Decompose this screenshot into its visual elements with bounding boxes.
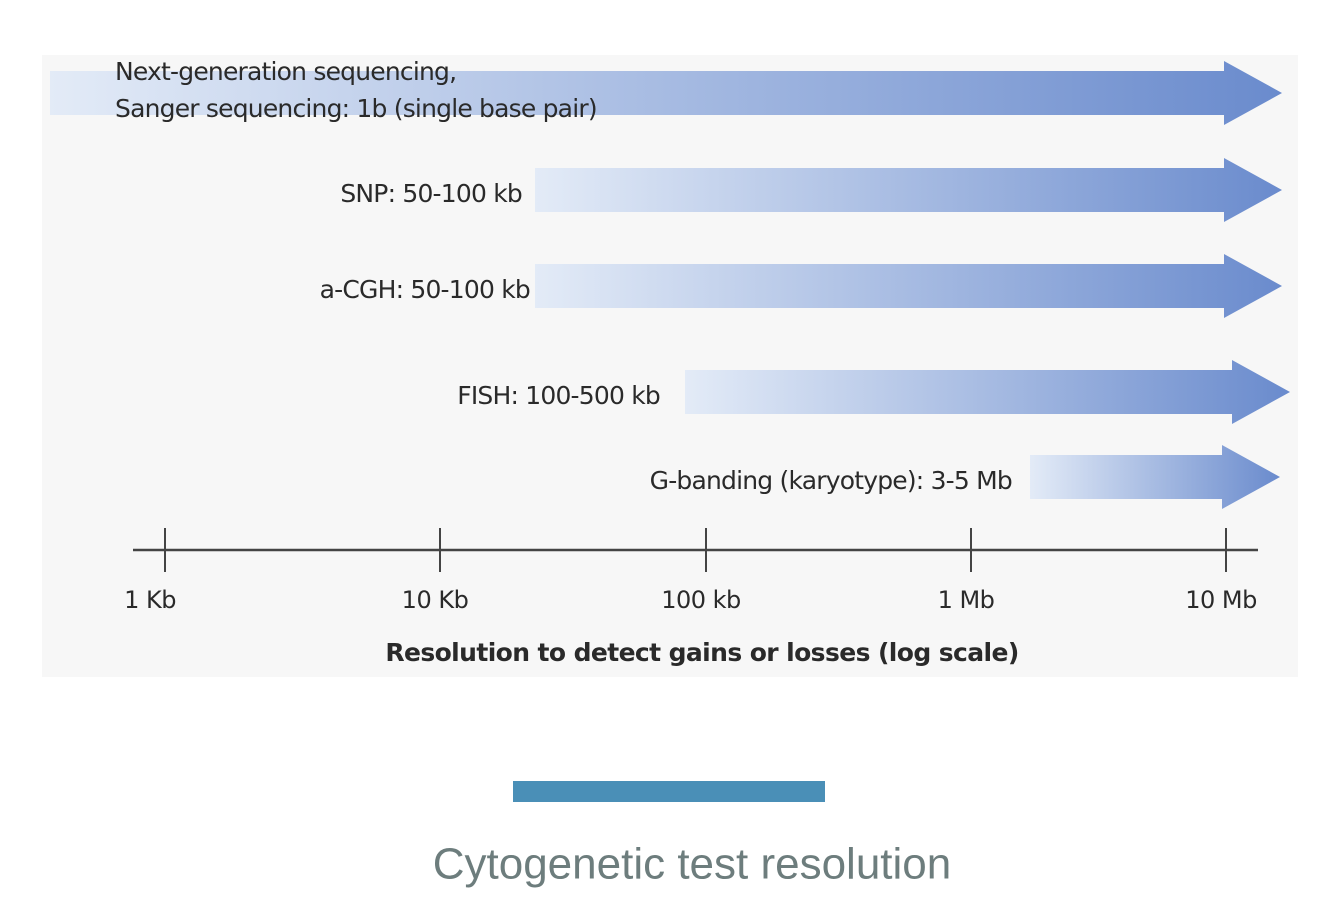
tick-label: 100 kb xyxy=(661,586,741,614)
arrow xyxy=(50,61,1282,125)
arrow-label: Sanger sequencing: 1b (single base pair) xyxy=(115,94,597,123)
caption: Cytogenetic test resolution xyxy=(433,840,952,889)
tick-label: 1 Kb xyxy=(124,586,176,614)
arrow xyxy=(535,158,1282,222)
arrow xyxy=(1030,445,1280,509)
arrow-label: FISH: 100-500 kb xyxy=(457,381,660,410)
axis-title: Resolution to detect gains or losses (lo… xyxy=(385,638,1018,667)
arrow xyxy=(535,254,1282,318)
diagram-background xyxy=(42,55,1298,677)
arrow-label: G-banding (karyotype): 3-5 Mb xyxy=(650,466,1012,495)
divider-bar xyxy=(513,781,825,802)
tick-label: 10 Mb xyxy=(1185,586,1257,614)
arrow-label: Next-generation sequencing, xyxy=(115,57,456,86)
tick-label: 10 Kb xyxy=(402,586,469,614)
tick-label: 1 Mb xyxy=(938,586,995,614)
arrow-label: SNP: 50-100 kb xyxy=(340,179,522,208)
arrow-label: a-CGH: 50-100 kb xyxy=(320,275,530,304)
arrow xyxy=(685,360,1290,424)
